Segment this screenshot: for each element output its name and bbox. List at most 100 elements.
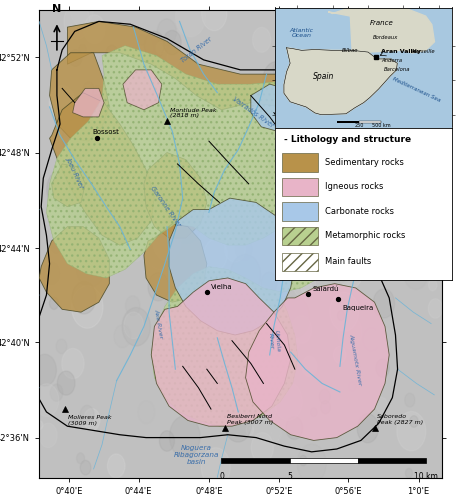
Circle shape <box>147 236 166 261</box>
Circle shape <box>218 105 243 138</box>
Circle shape <box>420 246 428 258</box>
Circle shape <box>73 174 94 202</box>
Circle shape <box>421 248 444 278</box>
Circle shape <box>148 272 168 301</box>
Circle shape <box>201 448 230 487</box>
Circle shape <box>219 206 228 218</box>
Circle shape <box>342 402 362 427</box>
Circle shape <box>249 84 275 121</box>
Bar <box>281 226 317 245</box>
Circle shape <box>230 254 260 296</box>
Polygon shape <box>39 226 109 312</box>
Circle shape <box>322 256 345 287</box>
Polygon shape <box>328 0 434 53</box>
Polygon shape <box>151 278 290 426</box>
Circle shape <box>84 408 100 430</box>
Circle shape <box>346 16 356 30</box>
Polygon shape <box>245 284 388 440</box>
Circle shape <box>336 310 344 320</box>
Circle shape <box>261 272 276 293</box>
Circle shape <box>144 32 164 59</box>
Circle shape <box>337 316 361 348</box>
Circle shape <box>203 239 227 270</box>
Polygon shape <box>51 164 85 206</box>
Circle shape <box>224 234 245 262</box>
Circle shape <box>80 460 91 475</box>
Text: 5: 5 <box>286 472 291 481</box>
Circle shape <box>173 206 200 244</box>
Circle shape <box>297 444 325 484</box>
Text: Sedimentary rocks: Sedimentary rocks <box>324 158 403 167</box>
Text: Mediterranean Sea: Mediterranean Sea <box>391 76 441 103</box>
Circle shape <box>269 84 296 122</box>
Circle shape <box>345 162 353 174</box>
Circle shape <box>314 78 325 94</box>
Circle shape <box>333 346 345 363</box>
Circle shape <box>335 90 357 118</box>
Polygon shape <box>283 48 397 114</box>
Circle shape <box>80 406 94 424</box>
Circle shape <box>399 234 414 256</box>
Circle shape <box>427 299 442 318</box>
Circle shape <box>203 172 222 198</box>
Circle shape <box>397 239 417 266</box>
Circle shape <box>62 118 92 158</box>
Circle shape <box>262 62 290 100</box>
Polygon shape <box>169 198 294 335</box>
Text: Metamorphic rocks: Metamorphic rocks <box>324 232 404 240</box>
Circle shape <box>285 416 302 440</box>
Bar <box>281 178 317 196</box>
Circle shape <box>252 28 270 52</box>
Text: Noguera
Ribagorzana
basin: Noguera Ribagorzana basin <box>173 444 218 464</box>
Bar <box>281 202 317 220</box>
Circle shape <box>279 63 298 90</box>
Text: Noguera
Pallaresa basin: Noguera Pallaresa basin <box>383 257 440 276</box>
Circle shape <box>287 209 301 228</box>
Circle shape <box>299 456 306 466</box>
Circle shape <box>62 348 84 379</box>
Circle shape <box>345 134 358 152</box>
Circle shape <box>57 371 75 395</box>
Circle shape <box>50 297 58 310</box>
Text: Barcelona: Barcelona <box>383 67 409 72</box>
Text: Vielha: Vielha <box>211 284 232 290</box>
Circle shape <box>307 60 329 90</box>
Circle shape <box>271 426 281 440</box>
Circle shape <box>72 48 84 64</box>
Circle shape <box>416 0 441 34</box>
Circle shape <box>145 228 175 270</box>
Circle shape <box>145 58 154 69</box>
Circle shape <box>375 359 388 377</box>
Circle shape <box>107 84 132 118</box>
Circle shape <box>319 389 330 404</box>
Text: Besiberri Nord
Peak (3007 m): Besiberri Nord Peak (3007 m) <box>227 414 273 425</box>
Circle shape <box>164 297 175 312</box>
Circle shape <box>37 421 43 430</box>
Text: Aran Valley: Aran Valley <box>381 49 420 54</box>
Circle shape <box>78 44 86 54</box>
Circle shape <box>409 416 417 428</box>
Circle shape <box>69 50 82 66</box>
Circle shape <box>207 78 222 98</box>
Circle shape <box>72 286 103 328</box>
Circle shape <box>218 231 225 241</box>
Circle shape <box>107 454 125 478</box>
Text: N: N <box>52 4 62 15</box>
Circle shape <box>325 50 344 76</box>
Text: Bossost: Bossost <box>92 129 119 135</box>
Circle shape <box>92 262 100 274</box>
Bar <box>281 252 317 271</box>
Circle shape <box>43 262 60 284</box>
Circle shape <box>362 92 382 118</box>
Circle shape <box>404 468 412 478</box>
Circle shape <box>224 106 242 131</box>
Polygon shape <box>50 53 109 141</box>
Text: 0: 0 <box>218 472 224 481</box>
Circle shape <box>153 223 180 260</box>
Polygon shape <box>292 78 360 164</box>
Circle shape <box>348 382 355 392</box>
Circle shape <box>274 60 291 83</box>
Circle shape <box>375 398 386 412</box>
Text: Igneous rocks: Igneous rocks <box>324 182 382 192</box>
Text: Axe River: Axe River <box>153 308 163 339</box>
